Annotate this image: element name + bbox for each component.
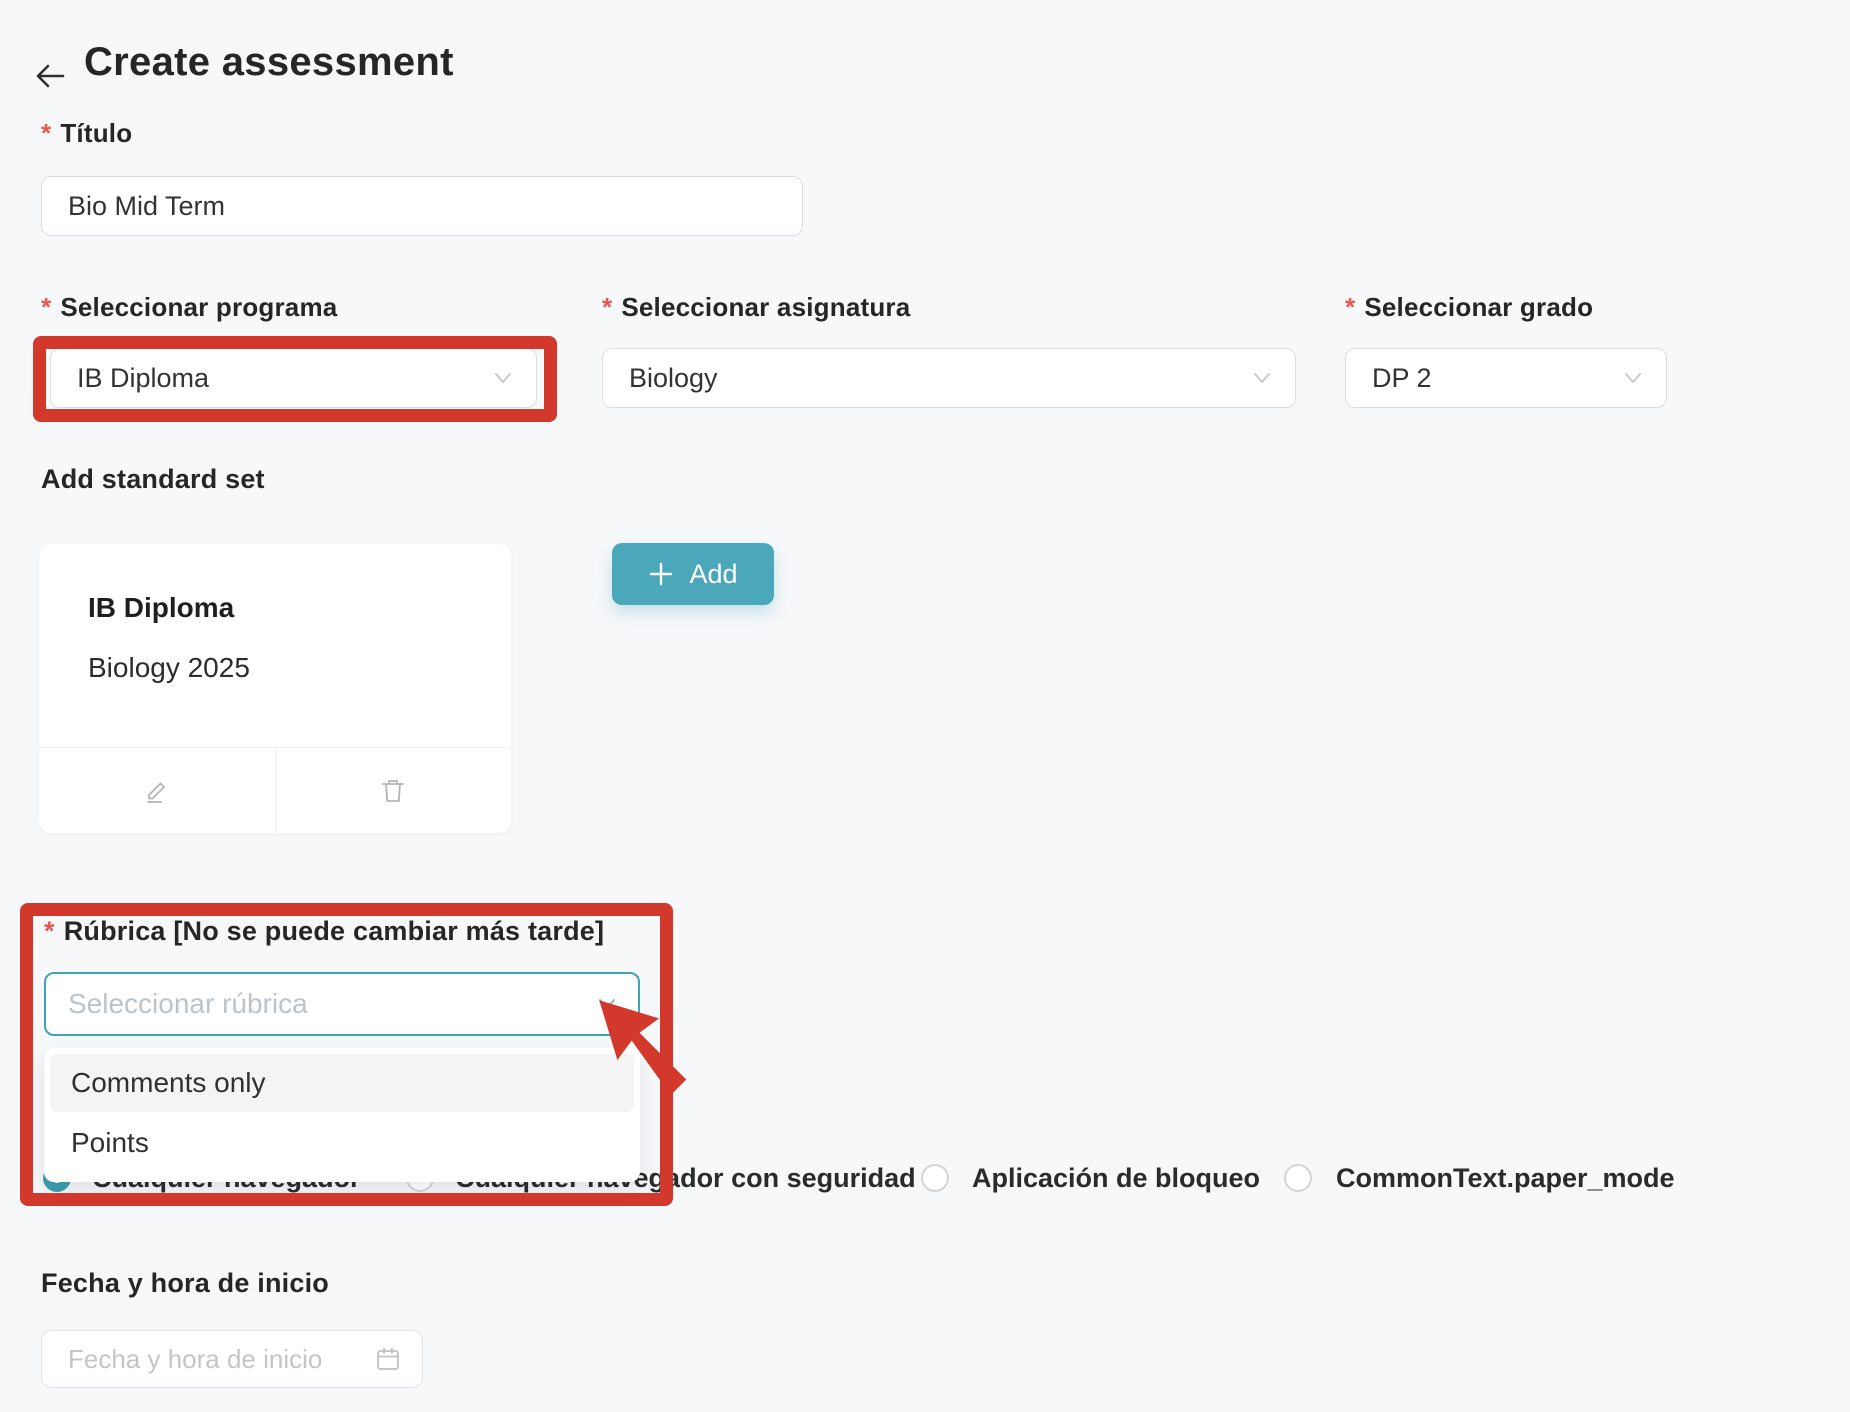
add-standard-set-button[interactable]: Add	[612, 543, 774, 605]
rubrica-label: * Rúbrica [No se puede cambiar más tarde]	[44, 916, 605, 946]
rubrica-select[interactable]: Seleccionar rúbrica	[44, 972, 640, 1036]
asignatura-select-value: Biology	[629, 362, 718, 393]
back-button[interactable]	[30, 56, 70, 96]
chevron-down-icon	[594, 991, 620, 1017]
radio-label-paper-mode[interactable]: CommonText.paper_mode	[1336, 1163, 1675, 1193]
delete-standard-set-button[interactable]	[276, 748, 512, 833]
fecha-input-placeholder: Fecha y hora de inicio	[68, 1343, 323, 1374]
rubrica-select-placeholder: Seleccionar rúbrica	[68, 988, 308, 1019]
left-arrow-icon	[30, 56, 70, 96]
fecha-label: Fecha y hora de inicio	[41, 1268, 329, 1298]
rubrica-option-comments-only[interactable]: Comments only	[50, 1054, 634, 1112]
asignatura-select[interactable]: Biology	[602, 348, 1296, 408]
standard-set-card-subtitle: Biology 2025	[88, 652, 250, 683]
titulo-label: * Título	[41, 118, 133, 148]
required-asterisk: *	[1345, 292, 1356, 322]
plus-icon	[648, 561, 674, 587]
fecha-input[interactable]: Fecha y hora de inicio	[41, 1330, 423, 1388]
asignatura-label: * Seleccionar asignatura	[602, 292, 911, 322]
edit-pencil-icon	[142, 776, 172, 806]
titulo-input[interactable]: Bio Mid Term	[41, 176, 803, 236]
chevron-down-icon	[1249, 365, 1275, 391]
radio-paper-mode[interactable]	[1284, 1164, 1312, 1192]
programa-select[interactable]: IB Diploma	[50, 348, 537, 408]
edit-standard-set-button[interactable]	[39, 748, 276, 833]
radio-unchecked-icon	[1284, 1164, 1312, 1192]
add-button-label: Add	[689, 558, 738, 589]
required-asterisk: *	[41, 118, 52, 148]
required-asterisk: *	[41, 292, 52, 322]
chevron-down-icon	[490, 365, 516, 391]
grado-select-value: DP 2	[1372, 362, 1432, 393]
radio-label-aplicacion-bloqueo[interactable]: Aplicación de bloqueo	[972, 1163, 1261, 1193]
grado-select[interactable]: DP 2	[1345, 348, 1667, 408]
programa-select-value: IB Diploma	[77, 362, 210, 393]
standard-set-card-actions	[39, 747, 511, 833]
radio-unchecked-icon	[921, 1164, 949, 1192]
grado-label: * Seleccionar grado	[1345, 292, 1594, 322]
chevron-down-icon	[1620, 365, 1646, 391]
standard-set-card: IB Diploma Biology 2025	[39, 544, 511, 833]
radio-aplicacion-bloqueo[interactable]	[921, 1164, 949, 1192]
programa-label: * Seleccionar programa	[41, 292, 338, 322]
trash-icon	[378, 776, 408, 806]
required-asterisk: *	[602, 292, 613, 322]
required-asterisk: *	[44, 916, 55, 946]
titulo-input-value: Bio Mid Term	[68, 190, 226, 221]
page-title: Create assessment	[84, 40, 454, 84]
rubrica-dropdown-panel: Comments only Points	[44, 1048, 640, 1182]
calendar-icon	[374, 1345, 402, 1373]
rubrica-option-points[interactable]: Points	[71, 1127, 149, 1158]
standard-set-card-title: IB Diploma	[88, 592, 235, 623]
standard-set-label: Add standard set	[41, 464, 265, 494]
